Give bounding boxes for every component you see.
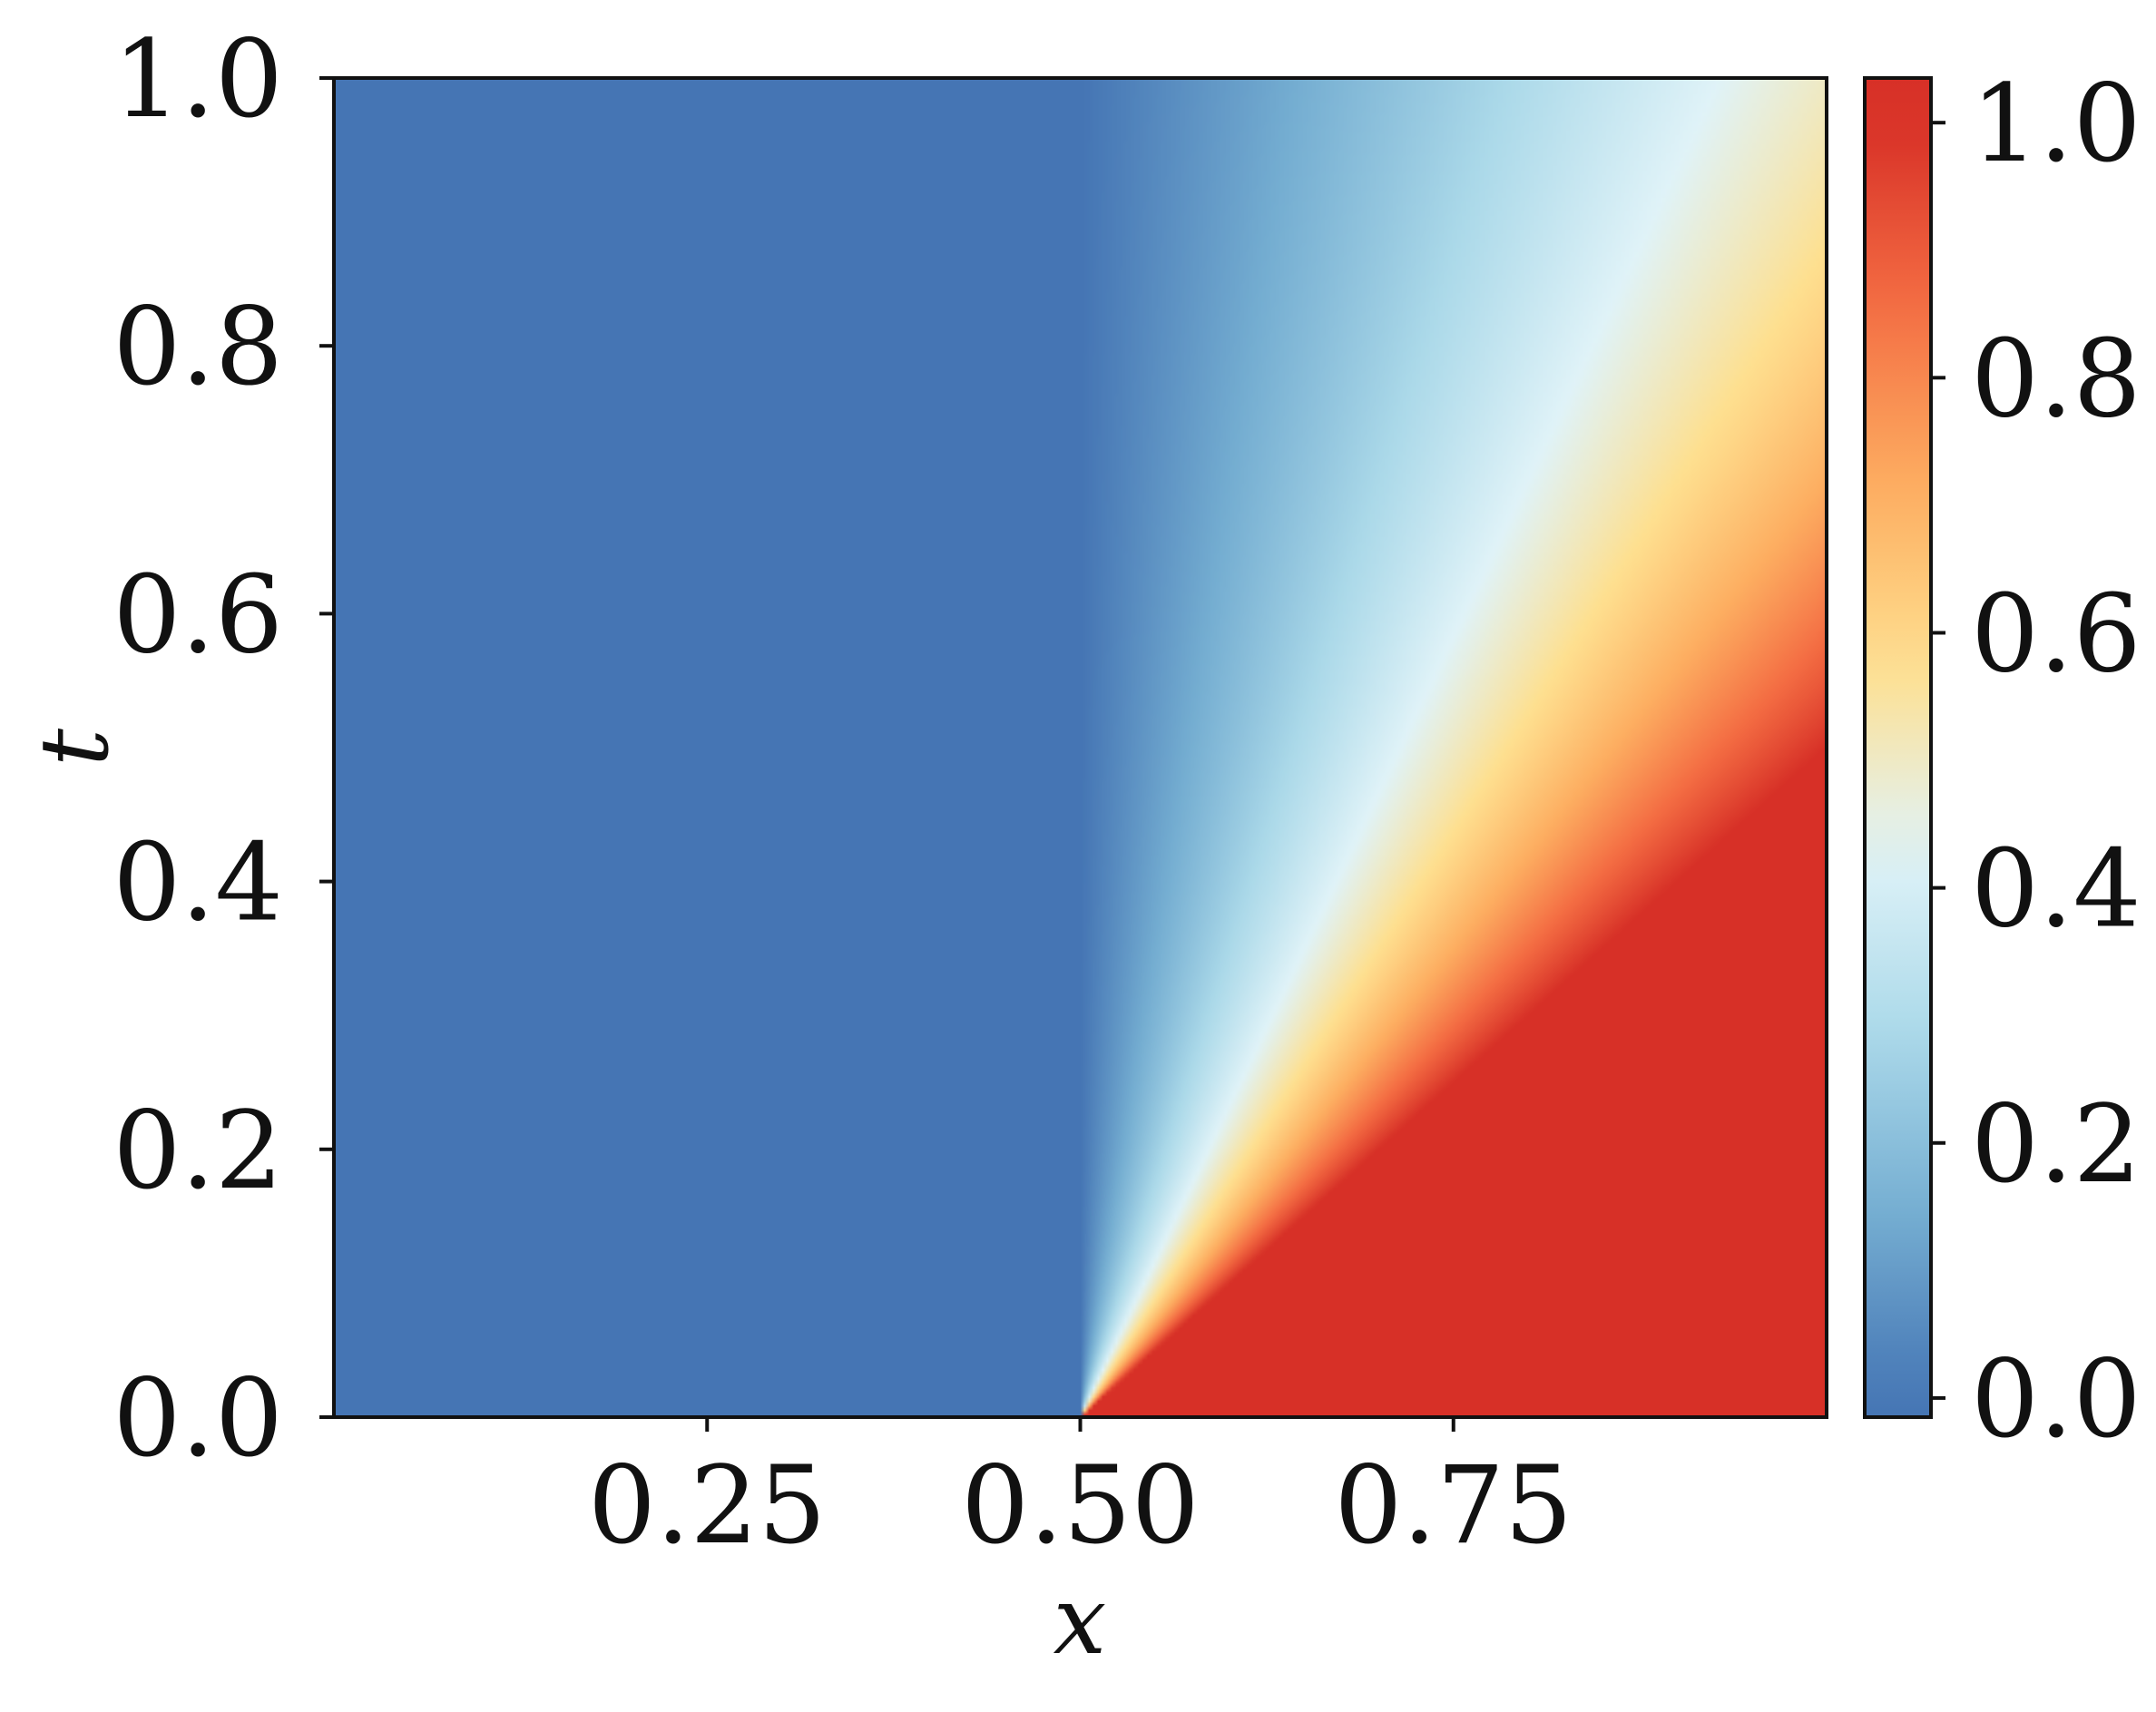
colorbar-tick-label: 0.8 — [1971, 316, 2141, 441]
y-tick-label: 0.6 — [113, 552, 283, 677]
y-tick-label: 0.4 — [113, 820, 283, 945]
y-tick-label: 1.0 — [113, 16, 283, 142]
colorbar-axis: 0.0 0.2 0.4 0.6 0.8 1.0 — [1931, 61, 2141, 1462]
y-tick-label: 0.0 — [113, 1355, 283, 1481]
y-tick-label: 0.8 — [113, 284, 283, 409]
x-tick-label: 0.25 — [588, 1443, 827, 1568]
y-tick-label: 0.2 — [113, 1088, 283, 1213]
colorbar-tick-label: 0.4 — [1971, 827, 2141, 952]
colorbar-tick-label: 1.0 — [1971, 61, 2141, 186]
x-tick-label: 0.75 — [1334, 1443, 1573, 1568]
colorbar-frame — [1863, 76, 1933, 1419]
colorbar-tick-label: 0.0 — [1971, 1336, 2141, 1462]
heatmap-field — [334, 78, 1827, 1417]
y-axis-label: t — [19, 729, 130, 767]
x-axis: 0.25 0.50 0.75 — [588, 1417, 1573, 1568]
y-axis: 0.0 0.2 0.4 0.6 0.8 1.0 — [113, 16, 334, 1481]
x-axis-label: x — [1054, 1565, 1107, 1676]
x-tick-label: 0.50 — [961, 1443, 1200, 1568]
colorbar — [1865, 78, 1931, 1417]
colorbar-tick-label: 0.6 — [1971, 571, 2141, 696]
colorbar-tick-label: 0.2 — [1971, 1081, 2141, 1207]
